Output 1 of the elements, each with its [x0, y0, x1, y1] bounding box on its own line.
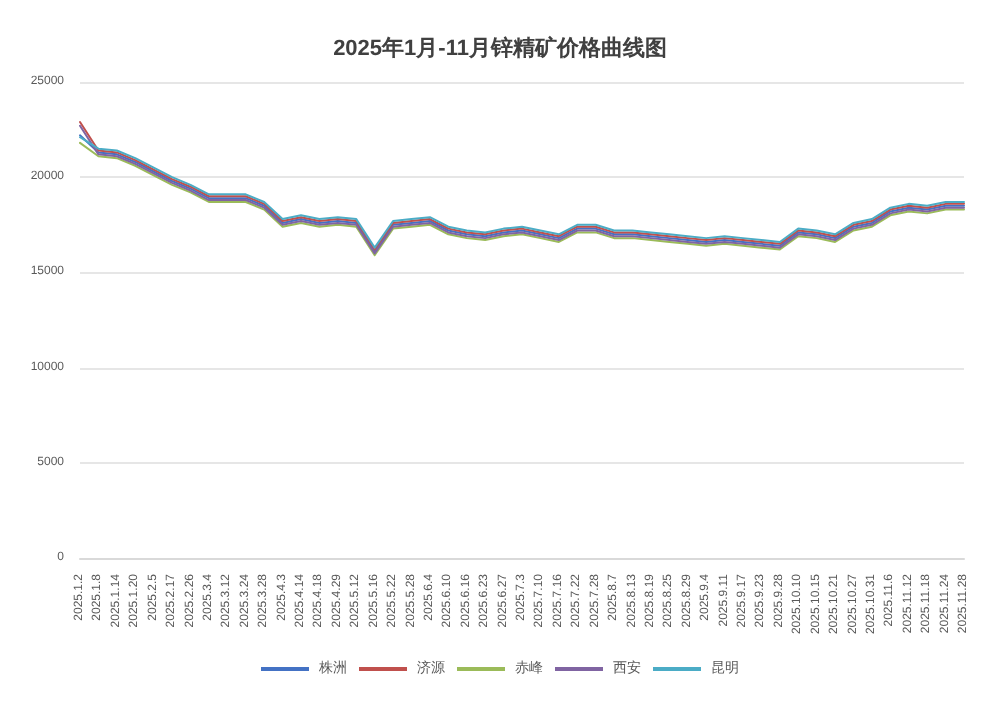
- chart-title: 2025年1月-11月锌精矿价格曲线图: [333, 35, 667, 61]
